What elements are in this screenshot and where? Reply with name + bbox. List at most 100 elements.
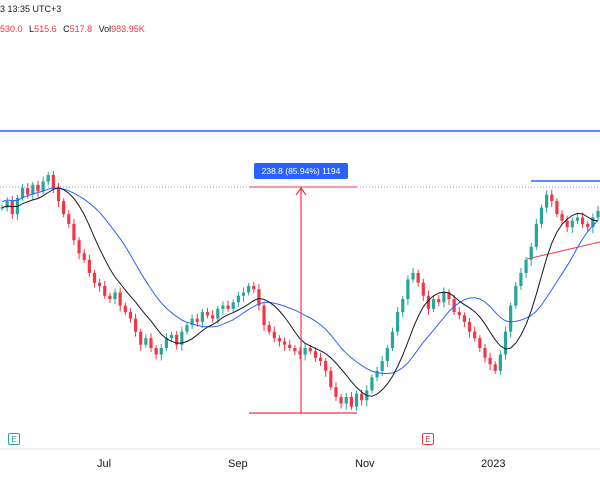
ohlc-volume: Vol983.95K xyxy=(98,24,145,34)
candle-body xyxy=(529,246,533,260)
candle-body xyxy=(257,289,261,306)
candle-body xyxy=(447,292,451,300)
candle-body xyxy=(103,285,107,296)
candle-body xyxy=(216,308,220,319)
candle-body xyxy=(164,338,169,348)
candle-body xyxy=(498,354,502,371)
candle-body xyxy=(375,370,379,378)
candle-body xyxy=(128,312,133,319)
candle-body xyxy=(488,357,492,365)
measure-label[interactable]: 238.8 (85.94%) 1194 xyxy=(254,163,348,179)
candle-body xyxy=(123,305,127,313)
candle-body xyxy=(411,272,415,280)
candle-body xyxy=(26,188,30,195)
x-axis-label-sep: Sep xyxy=(228,458,248,470)
candle-body xyxy=(324,361,328,371)
candle-body xyxy=(190,318,194,326)
candle-body xyxy=(401,299,405,313)
candle-body xyxy=(570,220,574,228)
candle-body xyxy=(354,393,359,407)
candle-body xyxy=(133,318,138,332)
candle-body xyxy=(144,338,148,345)
candle-body xyxy=(442,292,446,303)
ohlc-legend: 530.0 L515.6 C517.8 Vol983.95K xyxy=(0,24,149,34)
header-date: 3 13:35 UTC+3 xyxy=(0,4,62,14)
candle-body xyxy=(575,217,580,221)
trend-line[interactable] xyxy=(526,241,600,260)
candle-body xyxy=(139,331,143,345)
candle-body xyxy=(92,272,97,283)
candle-body xyxy=(339,396,343,404)
candle-body xyxy=(205,312,210,316)
candle-body xyxy=(545,194,549,208)
x-axis-label-nov: Nov xyxy=(355,458,375,470)
candle-body xyxy=(252,285,256,290)
candle-body xyxy=(113,292,117,300)
candle-body xyxy=(385,347,389,362)
candle-body xyxy=(591,217,595,228)
candle-body xyxy=(539,207,544,224)
candle-body xyxy=(272,331,276,339)
candle-body xyxy=(247,285,251,293)
candle-body xyxy=(282,341,287,345)
earnings-event-icon[interactable]: E xyxy=(8,433,20,445)
candle-body xyxy=(473,331,477,339)
candle-body xyxy=(51,175,55,189)
candle-body xyxy=(431,299,436,309)
candle-body xyxy=(406,279,410,300)
candle-body xyxy=(483,347,487,358)
candle-body xyxy=(180,331,184,345)
candle-body xyxy=(462,315,467,322)
candle-body xyxy=(555,201,559,215)
candle-body xyxy=(293,347,297,352)
candle-body xyxy=(82,253,86,260)
candle-body xyxy=(0,207,4,209)
candle-body xyxy=(349,396,353,407)
candle-body xyxy=(380,361,384,371)
candle-body xyxy=(175,334,179,345)
candle-body xyxy=(56,188,61,202)
ma-fast-line xyxy=(1,187,599,397)
candle-body xyxy=(159,347,163,355)
earnings-event-icon[interactable]: E xyxy=(422,433,434,445)
candle-body xyxy=(390,331,395,348)
candle-body xyxy=(550,194,554,202)
candle-body xyxy=(195,318,199,322)
candle-body xyxy=(308,347,312,352)
ma-slow-line xyxy=(1,187,599,375)
candle-body xyxy=(108,295,112,300)
candle-body xyxy=(503,331,508,355)
candle-body xyxy=(154,347,158,355)
candle-body xyxy=(277,338,282,342)
candle-body xyxy=(10,201,14,215)
candle-body xyxy=(236,295,240,303)
candle-body xyxy=(519,272,523,286)
candle-body xyxy=(231,302,235,309)
candle-body xyxy=(344,396,348,404)
x-axis-label-jul: Jul xyxy=(97,458,112,470)
ohlc-close: C517.8 xyxy=(63,24,93,34)
candle-body xyxy=(560,214,564,221)
candle-body xyxy=(534,223,538,247)
candle-body xyxy=(149,338,153,348)
candle-body xyxy=(416,272,420,283)
measure-tool[interactable] xyxy=(249,186,357,414)
candle-body xyxy=(262,305,266,326)
candle-body xyxy=(118,292,122,306)
candle-body xyxy=(437,299,441,303)
candle-body xyxy=(334,387,338,397)
candle-body xyxy=(20,188,25,198)
candle-body xyxy=(46,175,50,182)
candle-body xyxy=(31,184,35,195)
candle-body xyxy=(36,184,40,192)
candle-body xyxy=(478,338,482,348)
candle-body xyxy=(457,312,461,316)
candle-body xyxy=(360,393,364,401)
candle-body xyxy=(313,351,318,358)
candle-body xyxy=(318,357,323,362)
candle-body xyxy=(67,214,71,224)
candles xyxy=(0,171,600,411)
candle-body xyxy=(452,299,456,313)
candle-body xyxy=(221,305,225,309)
